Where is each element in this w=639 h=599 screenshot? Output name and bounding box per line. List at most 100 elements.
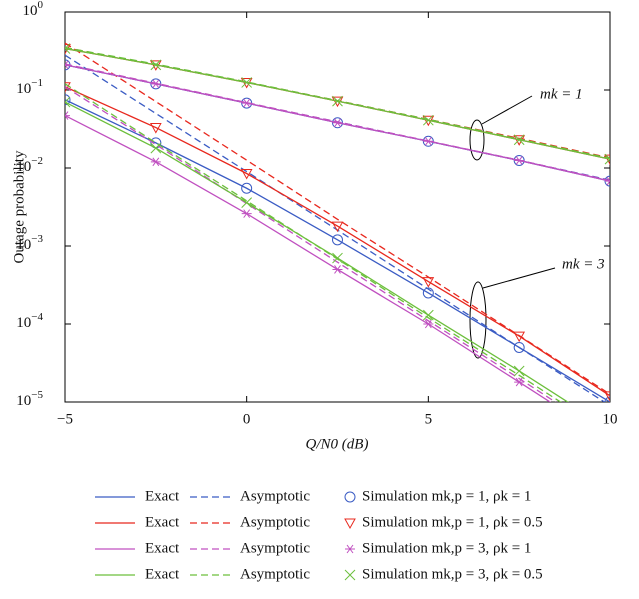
legend-label: Exact [145,540,180,556]
marker-shape [513,341,525,353]
simulation-marker [150,157,161,167]
y-tick-base: 10 [16,315,31,331]
annotation-pointer [481,95,533,125]
marker-shape [605,437,615,445]
y-tick-base: 10 [23,3,38,19]
exact-line [65,114,552,402]
simulation-marker [604,391,610,402]
simulation-marker [422,287,434,299]
annotation-ellipse [469,119,485,161]
simulation-marker [513,365,525,377]
marker-shape [344,518,356,530]
marker-shape [422,277,435,288]
simulation-marker [332,252,343,264]
simulation-marker [150,142,162,154]
marker-shape [332,95,343,107]
simulation-marker [241,98,252,108]
y-tick-label: 10−5 [16,389,43,410]
y-tick-base: 10 [16,81,31,97]
y-tick-exponent: −5 [31,389,43,401]
legend-label: Asymptotic [240,488,310,504]
simulation-marker [150,59,162,71]
asymptotic-line [65,86,557,402]
marker-shape [241,209,252,218]
marker-shape [331,221,344,233]
simulation-marker [241,209,252,218]
marker-shape [149,123,162,134]
marker-shape [345,544,355,554]
marker-shape [240,169,253,180]
marker-shape [65,82,71,93]
marker-shape [332,234,343,246]
annotation: mk = 3 [562,256,605,272]
simulation-marker [65,60,70,70]
marker-shape [422,309,434,321]
asymptotic-line [65,83,562,402]
marker-shape [241,98,252,108]
simulation-marker [604,153,610,165]
marker-shape [241,77,253,88]
legend-marker [344,569,356,581]
marker-shape [65,96,71,108]
simulation-marker [332,234,343,246]
marker-shape [332,252,343,264]
simulation-marker [422,277,435,288]
simulation-marker [65,82,71,93]
simulation-marker [604,154,610,166]
simulation-marker [150,79,161,89]
x-tick-label: 10 [603,411,618,427]
simulation-marker [513,331,526,343]
y-axis-label: Outage probability [11,150,27,263]
marker-shape [604,153,610,165]
y-tick-label: 100 [23,0,44,19]
simulation-marker [422,114,434,126]
y-tick-label: 10−2 [16,155,43,176]
y-tick-base: 10 [16,393,31,409]
x-axis-label: Q/N0 (dB) [306,436,369,452]
marker-shape [65,94,71,106]
annotation-ellipse [469,281,487,359]
legend-label: Asymptotic [240,540,310,556]
y-tick-exponent: −3 [31,233,43,245]
y-tick-exponent: 0 [38,0,44,11]
marker-shape [422,114,434,126]
x-tick-label: 5 [425,411,433,427]
marker-shape [423,136,434,146]
simulation-marker [513,341,525,353]
marker-shape [150,142,162,154]
marker-shape [514,156,525,165]
exact-line [65,101,569,402]
simulation-marker [65,94,71,106]
exact-line [65,47,610,160]
marker-shape [514,377,525,387]
marker-shape [241,197,253,208]
marker-shape [65,111,70,120]
simulation-marker [513,134,525,146]
marker-shape [344,569,356,581]
legend-label: Simulation mk,p = 3, ρk = 0.5 [362,566,543,582]
y-tick-exponent: −4 [31,311,43,323]
simulation-marker [240,169,253,180]
simulation-marker [65,111,70,120]
simulation-marker [332,95,343,107]
simulation-marker [332,118,343,128]
marker-shape [150,79,161,89]
y-tick-base: 10 [16,237,31,253]
legend-label: Exact [145,514,180,530]
y-tick-base: 10 [16,159,31,175]
marker-shape [422,287,434,299]
marker-shape [332,265,343,274]
simulation-marker [423,136,434,146]
marker-shape [344,491,356,503]
simulation-marker [149,123,162,134]
y-tick-label: 10−3 [16,233,43,254]
legend-marker [344,491,356,503]
marker-shape [605,176,610,186]
marker-shape [150,157,161,167]
marker-shape [65,60,70,70]
simulation-marker [241,77,253,88]
exact-line [65,99,610,402]
simulation-marker [65,43,71,54]
legend-label: Asymptotic [240,514,310,530]
